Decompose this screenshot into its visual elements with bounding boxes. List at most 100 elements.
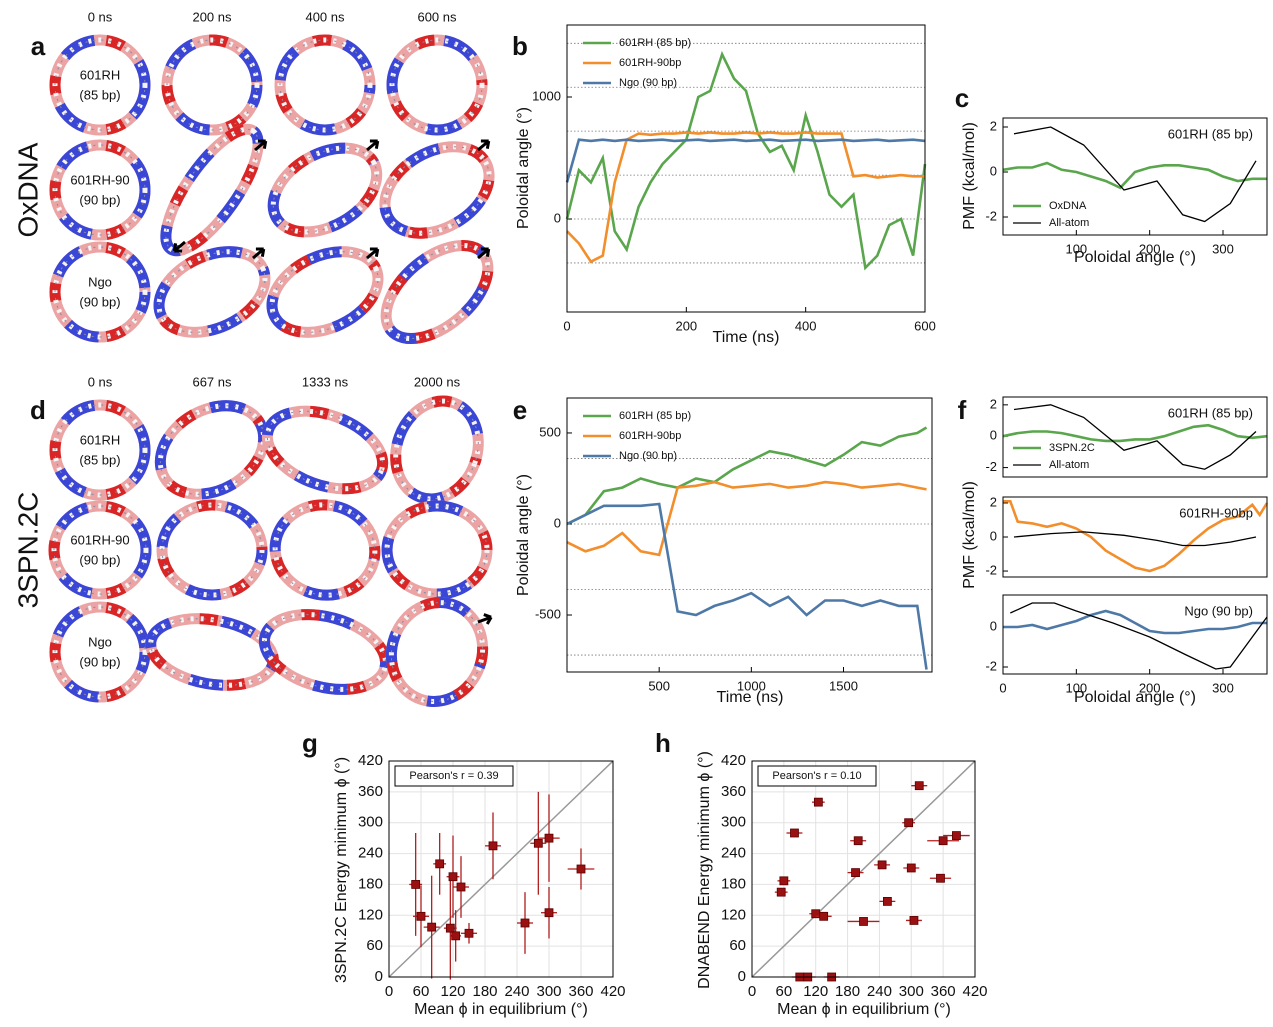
method-label: 3SPN.2C (12, 492, 43, 609)
ring-label: (90 bp) (79, 654, 120, 669)
x-tick-label: 0 (748, 983, 756, 1000)
legend-label: 3SPN.2C (1049, 442, 1095, 454)
legend-label: Ngo (90 bp) (619, 450, 677, 462)
x-tick-label: 0 (999, 680, 1006, 695)
y-tick-label: 0 (990, 618, 997, 633)
x-tick-label: 120 (803, 983, 828, 1000)
y-tick-label: 1000 (532, 88, 561, 103)
dna-ring (280, 40, 370, 130)
panel-label: d (30, 395, 46, 425)
legend-label: 601RH-90bp (619, 430, 681, 442)
dna-ring (145, 610, 278, 695)
dna-ring (54, 506, 146, 594)
x-tick-label: 200 (675, 318, 697, 333)
x-tick-label: 60 (776, 983, 793, 1000)
x-tick-label: 300 (1212, 241, 1234, 256)
point (457, 883, 465, 891)
point (412, 880, 420, 888)
point (883, 897, 891, 905)
point (545, 834, 553, 842)
dna-ring (370, 129, 505, 251)
dna-ring (167, 40, 257, 130)
y-tick-label: 420 (721, 752, 746, 769)
annotation: Pearson's r = 0.39 (409, 770, 498, 782)
y-tick-label: 360 (721, 783, 746, 800)
y-tick-label: 0 (554, 515, 561, 530)
point (545, 909, 553, 917)
y-tick-label: 2 (990, 118, 997, 133)
dna-ring (144, 388, 279, 512)
dna-ring (55, 405, 145, 495)
legend-label: 601RH (85 bp) (619, 410, 691, 422)
point (489, 842, 497, 850)
y-tick-label: 2 (990, 396, 997, 411)
legend-label: OxDNA (1049, 200, 1087, 212)
time-label: 1333 ns (302, 374, 349, 389)
panel-label: e (513, 395, 527, 425)
legend-label: All-atom (1049, 459, 1089, 471)
time-label: 2000 ns (414, 374, 461, 389)
y-tick-label: 240 (358, 845, 383, 862)
time-label: 400 ns (305, 9, 345, 24)
ring-label: (90 bp) (79, 552, 120, 567)
x-tick-label: 400 (795, 318, 817, 333)
point (577, 865, 585, 873)
y-tick-label: 180 (721, 875, 746, 892)
y-tick-label: 120 (721, 906, 746, 923)
panel-label: g (302, 728, 318, 758)
legend-label: All-atom (1049, 217, 1089, 229)
x-tick-label: 300 (1212, 680, 1234, 695)
point (790, 829, 798, 837)
x-axis-label: Mean ϕ in equilibrium (°) (414, 1001, 588, 1018)
x-axis-label: Poloidal angle (°) (1074, 689, 1196, 706)
y-axis-label: Poloidal angle (°) (515, 474, 532, 596)
panel-label: b (512, 31, 528, 61)
dna-ring (150, 117, 274, 264)
series-line (567, 482, 927, 555)
point (780, 877, 788, 885)
ring-label: (85 bp) (79, 87, 120, 102)
point (452, 932, 460, 940)
dna-strand (268, 497, 382, 603)
point (907, 864, 915, 872)
point (860, 917, 868, 925)
x-tick-label: 360 (568, 983, 593, 1000)
y-axis-label: 3SPN.2C Energy minimum ϕ (°) (333, 757, 350, 983)
legend-label: Ngo (90 bp) (619, 77, 677, 89)
time-label: 200 ns (192, 9, 232, 24)
annotation: 601RH-90bp (1179, 505, 1253, 520)
x-tick-label: 0 (563, 318, 570, 333)
y-tick-label: 0 (990, 428, 997, 443)
dna-strand (268, 497, 382, 603)
time-label: 0 ns (88, 9, 113, 24)
annotation: 601RH (85 bp) (1168, 405, 1253, 420)
x-tick-label: 360 (931, 983, 956, 1000)
x-tick-label: 0 (385, 983, 393, 1000)
point (936, 874, 944, 882)
point (534, 839, 542, 847)
dna-strand (268, 497, 382, 603)
point (939, 837, 947, 845)
point (878, 861, 886, 869)
y-tick-label: -2 (985, 658, 997, 673)
x-tick-label: 60 (413, 983, 430, 1000)
ring-label: (90 bp) (79, 192, 120, 207)
point (446, 924, 454, 932)
dna-ring (55, 247, 145, 337)
y-tick-label: 120 (358, 906, 383, 923)
series-line (1003, 425, 1267, 441)
point (820, 912, 828, 920)
point (952, 832, 960, 840)
method-label: OxDNA (12, 142, 43, 237)
dna-ring (268, 497, 382, 603)
y-tick-label: 240 (721, 845, 746, 862)
y-tick-label: 180 (358, 875, 383, 892)
ring-label: 601RH-90 (70, 172, 129, 187)
x-tick-label: 420 (962, 983, 987, 1000)
ring-label: Ngo (88, 634, 112, 649)
panel-label: f (958, 395, 967, 425)
y-tick-label: 0 (554, 210, 561, 225)
y-tick-label: 2 (990, 494, 997, 509)
dna-ring (55, 145, 145, 235)
dna-strand (382, 389, 491, 510)
